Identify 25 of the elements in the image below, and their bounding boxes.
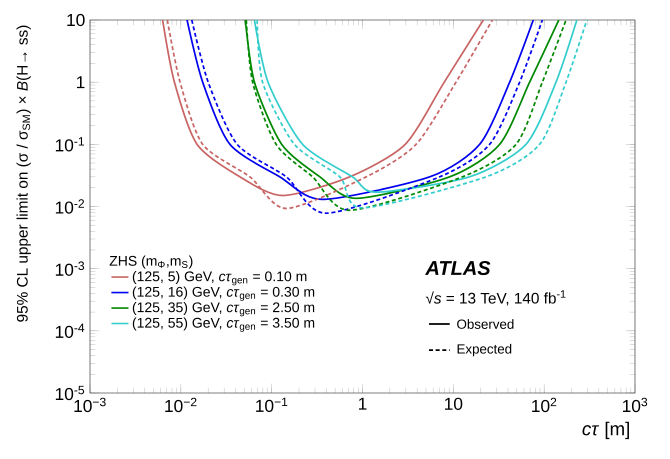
legend-label: (125, 16) GeV, cτ$_{gen}$ = 0.30 m [132, 286, 314, 301]
annotation: ATLAS [425, 260, 490, 276]
y-tick-label: 10$^{-5}$ [56, 386, 84, 400]
x-tick-label: 1 [359, 398, 366, 410]
y-tick-label: 10$^{-2}$ [56, 199, 84, 214]
y-axis-title: 95% CL upper limit on (σ / σ$_{SM}$) × B(H→ ss) [16, 26, 31, 322]
annotation: Expected [458, 344, 512, 356]
x-tick-label: 10$^{−3}$ [74, 398, 106, 412]
x-tick-label: 10 [445, 398, 462, 410]
x-tick-label: 10$^{−2}$ [165, 398, 196, 412]
x-axis-title: cτ [m] [582, 422, 629, 440]
legend-label: (125, 5) GeV, cτ$_{gen}$ = 0.10 m [132, 271, 306, 286]
legend-label: (125, 55) GeV, cτ$_{gen}$ = 3.50 m [132, 317, 314, 332]
y-tick-label: 10$^{-4}$ [56, 324, 84, 338]
y-tick-label: 10$^{-1}$ [56, 137, 84, 152]
y-tick-label: 10$^{-3}$ [56, 261, 84, 276]
legend-label: (125, 35) GeV, cτ$_{gen}$ = 2.50 m [132, 302, 314, 316]
y-tick-label: 1 [76, 76, 84, 88]
x-tick-label: 10$^{2}$ [532, 398, 556, 412]
annotation: √s = 13 TeV, 140 fb$^{-1}$ [426, 290, 566, 306]
x-tick-label: 10$^{−1}$ [256, 398, 288, 412]
y-tick-label: 10 [67, 14, 85, 26]
legend-title: ZHS (m$_{Φ}$,m$_{S}$) [110, 256, 192, 269]
annotation: Observed [457, 319, 514, 329]
x-tick-label: 10$^{3}$ [622, 398, 648, 412]
